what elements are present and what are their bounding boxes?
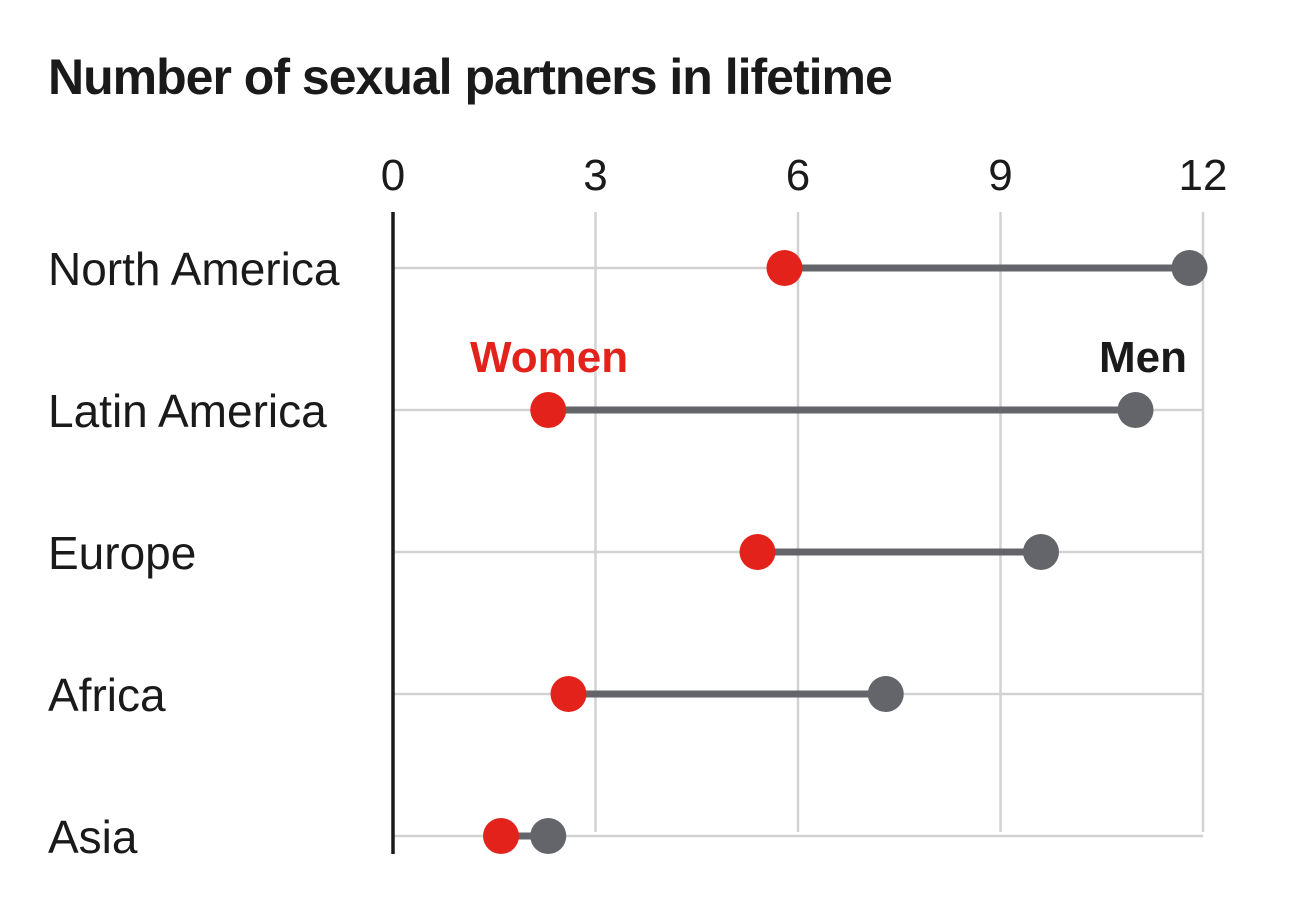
point-men-2	[1023, 534, 1059, 570]
category-label-3: Africa	[48, 669, 166, 721]
point-men-1	[1117, 392, 1154, 428]
point-men-0	[1171, 250, 1208, 286]
point-men-3	[867, 676, 904, 712]
point-women-1	[530, 392, 567, 428]
legend: Women Men	[470, 333, 1187, 382]
category-label-4: Asia	[48, 811, 138, 863]
x-tick-label-12: 12	[1179, 151, 1228, 200]
chart-title: Number of sexual partners in lifetime	[48, 49, 893, 105]
connectors	[501, 264, 1190, 840]
point-women-2	[739, 534, 776, 570]
data-points	[483, 250, 1208, 854]
legend-label-men: Men	[1099, 333, 1187, 382]
category-label-2: Europe	[48, 527, 196, 579]
point-women-0	[766, 250, 803, 286]
point-men-4	[530, 818, 567, 854]
legend-label-women: Women	[470, 333, 628, 382]
x-tick-label-9: 9	[988, 151, 1012, 200]
x-tick-label-3: 3	[583, 151, 607, 200]
category-label-1: Latin America	[48, 385, 327, 437]
x-axis-ticks: 0 3 6 9 12	[381, 151, 1228, 200]
point-women-3	[550, 676, 587, 712]
category-label-0: North America	[48, 243, 340, 295]
x-tick-label-0: 0	[381, 151, 405, 200]
point-women-4	[483, 818, 519, 854]
category-labels: North America Latin America Europe Africa As…	[48, 243, 340, 863]
grid-lines	[393, 212, 1205, 838]
x-tick-label-6: 6	[786, 151, 810, 200]
